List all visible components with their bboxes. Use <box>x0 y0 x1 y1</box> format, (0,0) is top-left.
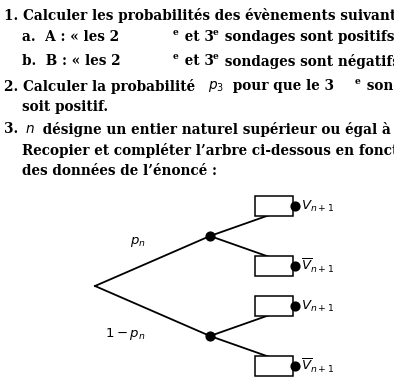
Text: b.  B : « les 2: b. B : « les 2 <box>22 54 121 68</box>
Text: et 3: et 3 <box>180 30 214 44</box>
Text: 3.: 3. <box>4 122 23 136</box>
Text: e: e <box>355 77 361 86</box>
Text: e: e <box>213 28 219 37</box>
Point <box>207 333 213 339</box>
Text: e: e <box>173 28 179 37</box>
Text: $V_{n+1}$: $V_{n+1}$ <box>301 198 335 214</box>
Text: et 3: et 3 <box>180 54 214 68</box>
Point <box>292 363 298 369</box>
Text: $\overline{V}_{n+1}$: $\overline{V}_{n+1}$ <box>301 257 335 275</box>
Text: $\overline{V}_{n+1}$: $\overline{V}_{n+1}$ <box>301 357 335 375</box>
Text: $p_n$: $p_n$ <box>130 235 146 249</box>
Text: $V_{n+1}$: $V_{n+1}$ <box>301 298 335 314</box>
Text: 1. Calculer les probabilités des évènements suivants :: 1. Calculer les probabilités des évèneme… <box>4 8 394 23</box>
Text: soit positif.: soit positif. <box>22 100 108 114</box>
Bar <box>255 296 293 316</box>
Point <box>292 303 298 309</box>
Text: $1-p_n$: $1-p_n$ <box>105 326 145 342</box>
Text: e: e <box>213 52 219 61</box>
Point <box>207 233 213 239</box>
Text: $n$: $n$ <box>25 122 35 136</box>
Text: $p_3$: $p_3$ <box>208 79 224 94</box>
Text: 2. Calculer la probabilité: 2. Calculer la probabilité <box>4 79 200 94</box>
Text: pour que le 3: pour que le 3 <box>228 79 334 93</box>
Point <box>292 263 298 269</box>
Text: a.  A : « les 2: a. A : « les 2 <box>22 30 119 44</box>
Text: désigne un entier naturel supérieur ou égal à 2.: désigne un entier naturel supérieur ou é… <box>38 122 394 137</box>
Text: sondage: sondage <box>362 79 394 93</box>
Text: des données de l’énoncé :: des données de l’énoncé : <box>22 164 217 178</box>
Text: sondages sont positifs » ;: sondages sont positifs » ; <box>220 30 394 44</box>
Text: Recopier et compléter l’arbre ci-dessous en fonction: Recopier et compléter l’arbre ci-dessous… <box>22 143 394 158</box>
Text: e: e <box>173 52 179 61</box>
Bar <box>255 196 293 216</box>
Bar <box>255 356 293 376</box>
Point <box>292 203 298 209</box>
Bar <box>255 256 293 276</box>
Text: sondages sont négatifs ».: sondages sont négatifs ». <box>220 54 394 69</box>
